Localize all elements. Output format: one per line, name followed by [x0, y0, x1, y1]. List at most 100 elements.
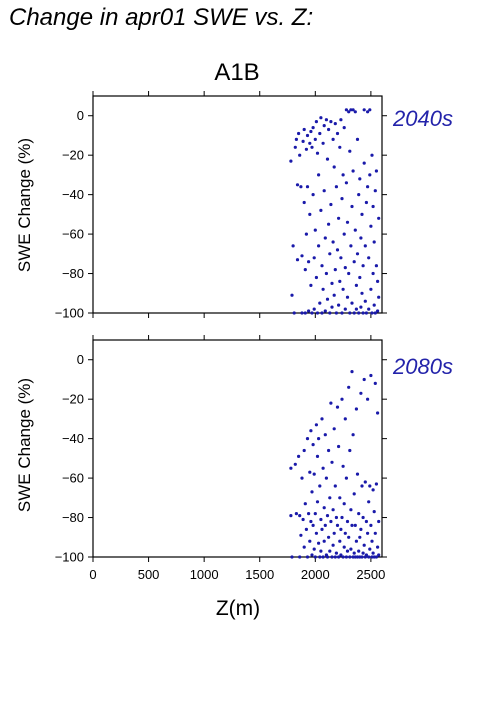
page-title: Change in apr01 SWE vs. Z:: [9, 4, 314, 31]
data-point-2040s: [340, 311, 344, 315]
scenario-label: A1B: [214, 59, 259, 86]
data-point-2040s: [359, 305, 363, 309]
data-point-2080s: [338, 496, 342, 500]
data-point-2040s: [347, 110, 351, 114]
data-point-2080s: [369, 523, 373, 528]
data-point-2040s: [366, 110, 370, 114]
data-point-2040s: [307, 260, 311, 264]
panel-2080s: SWE Change (%) 2080s Z(m) 0 −20 −40 −60 −80 −…: [15, 335, 453, 620]
data-point-2080s: [294, 511, 298, 516]
data-point-2080s: [318, 555, 322, 559]
data-point-2080s: [309, 429, 313, 433]
data-point-2040s: [309, 283, 313, 287]
plot-frame-2040s: [92, 95, 383, 314]
data-point-2080s: [371, 551, 375, 555]
data-point-2080s: [331, 508, 335, 512]
data-point-2040s: [309, 129, 313, 134]
data-point-2080s: [376, 411, 380, 415]
data-point-2080s: [340, 397, 344, 401]
data-point-2040s: [334, 311, 338, 315]
data-point-2040s: [373, 311, 377, 315]
plot-frame-2080s: [92, 339, 383, 558]
data-point-2080s: [339, 527, 343, 532]
data-point-2040s: [374, 169, 378, 173]
data-point-2080s: [334, 515, 338, 520]
data-point-2080s: [327, 535, 331, 539]
data-point-2080s: [348, 555, 352, 559]
data-point-2040s: [329, 120, 333, 124]
data-point-2040s: [368, 173, 372, 177]
data-point-2080s: [289, 466, 293, 470]
data-point-2080s: [318, 484, 322, 488]
data-point-2040s: [330, 305, 334, 309]
data-point-2080s: [343, 531, 347, 535]
data-point-2040s: [357, 311, 361, 315]
data-point-2080s: [297, 454, 301, 458]
data-point-2080s: [360, 484, 364, 488]
data-point-2080s: [305, 555, 310, 559]
data-point-2080s: [345, 519, 350, 524]
data-point-2080s: [313, 511, 317, 516]
data-point-2080s: [350, 370, 354, 374]
data-point-2040s: [291, 244, 295, 248]
data-point-2040s: [315, 311, 320, 315]
y-tick-label-2040s: 0: [77, 108, 84, 123]
data-point-2040s: [318, 301, 322, 305]
y-tick-label-2040s: −100: [55, 306, 84, 321]
data-point-2040s: [324, 271, 328, 276]
data-point-2040s: [302, 200, 306, 205]
data-point-2080s: [340, 515, 344, 520]
data-point-2080s: [298, 514, 302, 518]
data-point-2080s: [325, 514, 330, 518]
data-point-2080s: [376, 545, 380, 549]
data-point-2040s: [300, 311, 304, 315]
data-point-2040s: [333, 122, 337, 126]
data-point-2080s: [359, 527, 363, 532]
data-point-2040s: [349, 108, 353, 112]
data-point-2040s: [303, 311, 307, 315]
data-point-2080s: [361, 551, 365, 555]
data-point-2040s: [314, 120, 318, 124]
data-point-2080s: [314, 423, 318, 427]
data-point-2040s: [298, 153, 302, 157]
data-point-2080s: [329, 401, 333, 405]
data-point-2080s: [357, 511, 361, 516]
data-point-2040s: [317, 173, 321, 177]
data-point-2080s: [303, 502, 307, 506]
data-point-2040s: [370, 153, 374, 157]
data-point-2040s: [370, 311, 374, 315]
y-axis-label-2040s: SWE Change (%): [15, 138, 34, 272]
data-point-2080s: [368, 484, 372, 488]
data-point-2080s: [358, 535, 362, 539]
data-point-2040s: [362, 108, 366, 112]
data-point-2080s: [315, 454, 320, 458]
data-point-2080s: [367, 500, 371, 504]
data-point-2040s: [337, 303, 341, 307]
data-point-2080s: [355, 472, 360, 476]
data-point-2040s: [299, 185, 303, 189]
y-tick-label-2080s: −80: [62, 510, 84, 525]
data-point-2040s: [341, 287, 345, 291]
data-point-2080s: [366, 531, 370, 535]
data-point-2040s: [361, 264, 365, 268]
data-point-2080s: [311, 443, 315, 447]
data-point-2080s: [317, 541, 321, 545]
data-point-2040s: [334, 185, 338, 189]
data-point-2080s: [351, 555, 355, 559]
data-point-2080s: [314, 531, 318, 535]
data-point-2040s: [324, 118, 328, 122]
data-point-2040s: [349, 244, 353, 248]
data-point-2040s: [317, 244, 321, 248]
data-point-2040s: [345, 220, 350, 224]
data-point-2080s: [302, 448, 306, 453]
data-point-2040s: [345, 295, 350, 299]
y-tick-label-2080s: 0: [77, 352, 84, 367]
data-point-2040s: [305, 185, 310, 189]
data-point-2080s: [332, 427, 336, 431]
data-point-2080s: [347, 535, 351, 539]
data-point-2040s: [325, 157, 330, 161]
data-point-2040s: [373, 189, 377, 193]
data-point-2040s: [319, 208, 323, 212]
data-point-2080s: [362, 377, 366, 382]
data-point-2040s: [305, 133, 310, 138]
